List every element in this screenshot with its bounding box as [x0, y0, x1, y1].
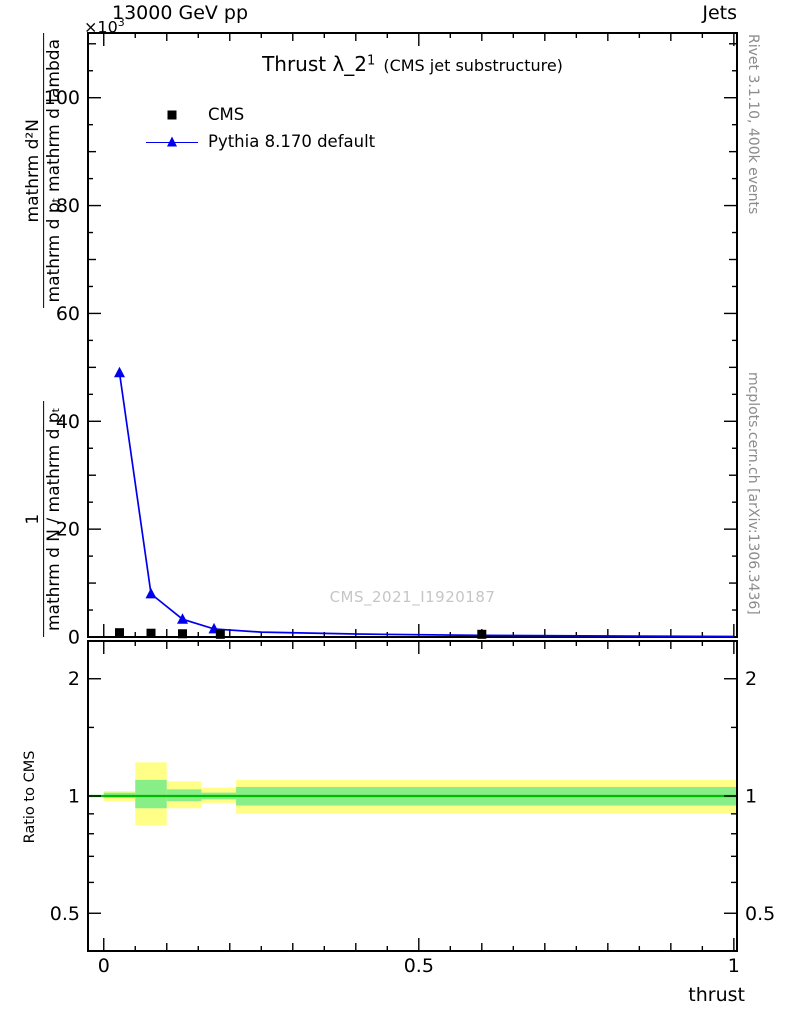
analysis-group-label: Jets — [702, 2, 737, 24]
watermark: CMS_2021_I1920187 — [329, 588, 496, 606]
fraction-2-numerator: mathrm d²N — [23, 119, 44, 223]
svg-text:1: 1 — [745, 786, 757, 808]
ratio-uncertainty-bands — [103, 762, 737, 826]
fraction-1-numerator: 1 — [23, 513, 44, 525]
svg-text:40: 40 — [56, 411, 80, 433]
legend-label-pythia: Pythia 8.170 default — [208, 132, 376, 151]
beam-energy-label: 13000 GeV pp — [112, 2, 249, 24]
rivet-version-label: Rivet 3.1.10, 400k events — [745, 34, 761, 215]
svg-text:100: 100 — [44, 87, 80, 109]
svg-text:0.5: 0.5 — [50, 903, 80, 925]
plot-title-suffix: (CMS jet substructure) — [383, 56, 563, 75]
mcplots-credit-label: mcplots.cern.ch [arXiv:1306.3436] — [745, 372, 761, 615]
legend-item-pythia: Pythia 8.170 default — [146, 131, 375, 152]
svg-text:1: 1 — [68, 786, 80, 808]
legend-item-cms: CMS — [146, 104, 375, 125]
plot-title-superscript: 1 — [367, 53, 376, 69]
svg-text:1: 1 — [728, 955, 740, 977]
cms-square-marker-icon — [167, 110, 177, 119]
cms-data-points — [115, 628, 487, 639]
svg-text:0: 0 — [68, 627, 80, 649]
ratio-y-axis-label-text: Ratio to CMS — [22, 750, 38, 844]
multiplier-exponent: 3 — [117, 16, 125, 29]
pythia-triangle-marker-icon — [167, 136, 177, 146]
y-axis-fraction-2: mathrm d²N mathrm d pₜ mathrm d lambda — [23, 33, 65, 309]
multiplier-base: ×10 — [84, 17, 118, 37]
legend-marker-cell — [146, 131, 198, 152]
legend-marker-cell — [146, 104, 198, 125]
svg-text:2: 2 — [68, 668, 80, 690]
svg-text:2: 2 — [745, 668, 757, 690]
y-axis-multiplier: ×103 — [84, 16, 125, 36]
legend-label-cms: CMS — [208, 105, 245, 124]
y-axis-fraction-1: 1 mathrm d N / mathrm d pₜ — [23, 401, 65, 637]
svg-text:20: 20 — [56, 519, 80, 541]
fraction-2-denominator: mathrm d pₜ mathrm d lambda — [43, 33, 65, 309]
plot-title-main: Thrust λ_2 — [262, 52, 368, 76]
svg-text:60: 60 — [56, 303, 80, 325]
plot-title: Thrust λ_21 (CMS jet substructure) — [88, 52, 737, 76]
svg-text:0.5: 0.5 — [745, 903, 775, 925]
fraction-1-denominator: mathrm d N / mathrm d pₜ — [43, 401, 65, 637]
svg-text:0.5: 0.5 — [404, 955, 434, 977]
y-axis-label-fractions: 1 mathrm d N / mathrm d pₜ mathrm d²N ma… — [23, 33, 65, 637]
legend: CMS Pythia 8.170 default — [146, 104, 375, 152]
svg-text:0: 0 — [98, 955, 110, 977]
x-axis-label: thrust — [688, 984, 745, 1006]
svg-text:80: 80 — [56, 195, 80, 217]
